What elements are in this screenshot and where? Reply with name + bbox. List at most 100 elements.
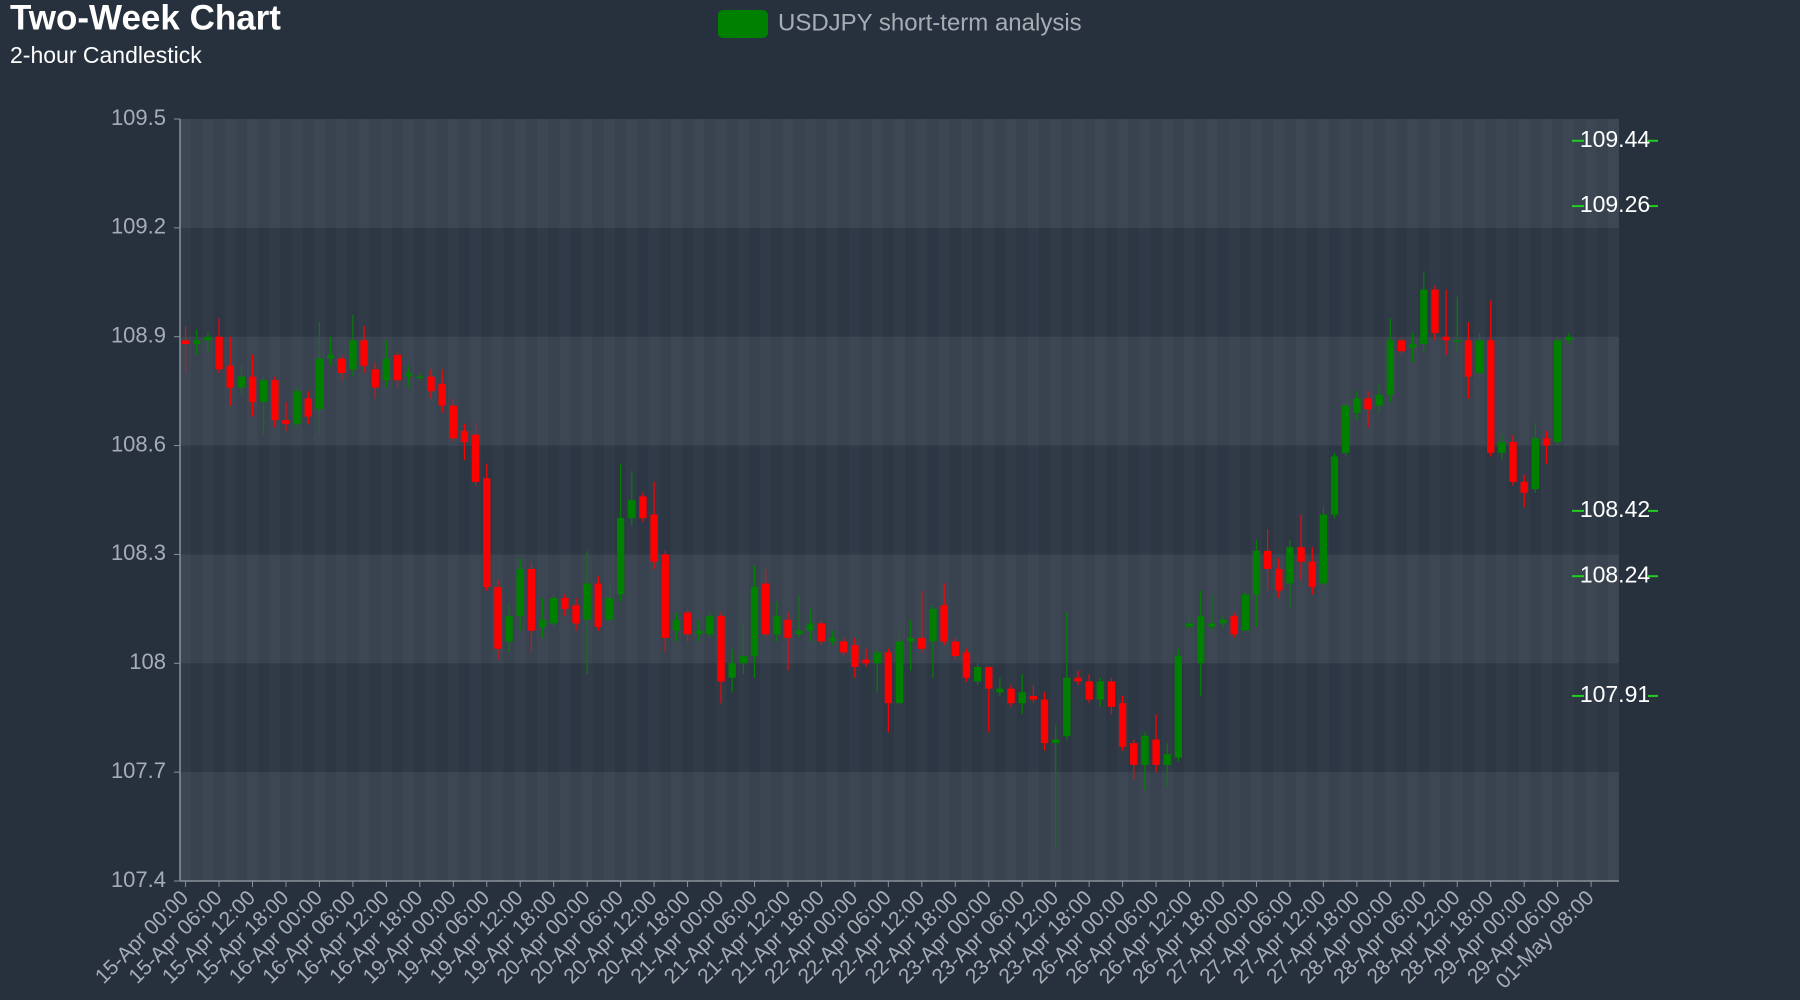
candle — [996, 677, 1004, 696]
candle-body — [1375, 394, 1383, 406]
candle — [795, 594, 803, 638]
candle — [1107, 677, 1116, 715]
candle — [1252, 539, 1261, 627]
candle-body — [1475, 340, 1484, 373]
candle — [1319, 507, 1328, 588]
column-band — [180, 119, 191, 881]
candle — [1063, 612, 1071, 740]
candle — [1498, 434, 1506, 461]
column-band — [1429, 119, 1440, 881]
column-band — [760, 119, 771, 881]
candle-body — [1353, 398, 1361, 413]
candle-body — [795, 630, 803, 635]
candle — [1286, 539, 1294, 609]
candle-body — [483, 478, 491, 588]
column-band — [1251, 119, 1262, 881]
column-band — [202, 119, 213, 881]
candle — [259, 376, 268, 435]
candle-body — [449, 405, 457, 439]
candle-body — [1040, 699, 1049, 744]
candle-body — [338, 358, 346, 373]
candle-body — [1074, 677, 1082, 682]
candle-body — [1141, 735, 1149, 765]
candle — [1453, 296, 1461, 352]
level-label: 108.24 — [1580, 561, 1651, 587]
candle — [1208, 594, 1216, 631]
candle-body — [1464, 340, 1473, 377]
candle — [538, 597, 547, 638]
candle-body — [226, 365, 234, 388]
level-label: 109.26 — [1580, 191, 1650, 217]
candle — [293, 387, 301, 428]
candle-body — [1487, 340, 1495, 453]
candle — [1141, 732, 1149, 791]
candle-body — [683, 612, 692, 635]
candle — [1464, 322, 1473, 399]
candle-body — [1308, 561, 1316, 588]
candle-body — [1420, 289, 1428, 344]
candle — [951, 637, 959, 660]
chart-title: Two-Week Chart — [10, 0, 281, 37]
candle-body — [1431, 289, 1439, 334]
candle-body — [840, 641, 848, 653]
candle-body — [304, 398, 312, 417]
candle-body — [1275, 568, 1283, 591]
candle — [360, 325, 368, 373]
legend-label: USDJPY short-term analysis — [778, 9, 1082, 36]
candle — [851, 637, 859, 678]
candle — [717, 612, 725, 704]
candle-body — [817, 623, 826, 642]
candle — [817, 619, 826, 646]
y-tick-label: 109.2 — [111, 214, 166, 239]
candle-body — [639, 496, 647, 519]
candle — [1353, 391, 1361, 421]
candle-body — [1063, 677, 1071, 736]
candle-body — [527, 568, 536, 631]
candle-body — [906, 637, 915, 642]
candle-body — [248, 376, 257, 403]
candle — [773, 601, 781, 642]
candle-body — [371, 369, 379, 388]
candle — [1197, 590, 1205, 696]
column-band — [782, 119, 793, 881]
candle-body — [1442, 336, 1450, 341]
candle — [895, 627, 904, 704]
column-band — [1407, 119, 1418, 881]
y-tick-label: 108 — [129, 649, 166, 674]
candle-body — [1509, 441, 1517, 482]
candle-body — [1152, 739, 1160, 765]
column-band — [1474, 119, 1485, 881]
candle-body — [884, 652, 893, 704]
candle-body — [1208, 623, 1216, 627]
candle — [349, 314, 357, 377]
candle — [828, 630, 837, 646]
candle-body — [616, 518, 625, 595]
candle — [181, 325, 190, 373]
candle-body — [951, 641, 959, 657]
candle — [1330, 452, 1339, 519]
grid-band — [180, 119, 1619, 228]
column-band — [247, 119, 258, 881]
candle-body — [438, 383, 446, 406]
candle-body — [1531, 438, 1540, 490]
candle-body — [271, 380, 279, 421]
y-tick-label: 108.3 — [111, 540, 166, 565]
column-band — [1005, 119, 1016, 881]
column-band — [1206, 119, 1217, 881]
candle-body — [1163, 754, 1171, 765]
candle — [706, 612, 714, 638]
candle-body — [1319, 514, 1328, 584]
column-band — [827, 119, 838, 881]
column-band — [604, 119, 615, 881]
column-band — [336, 119, 347, 881]
y-tick-label: 108.6 — [111, 431, 166, 456]
candle — [338, 354, 346, 381]
candle-body — [494, 587, 502, 649]
candle-body — [1286, 547, 1294, 584]
candle — [1520, 474, 1528, 508]
column-band — [1563, 119, 1574, 881]
candle-body — [237, 376, 246, 388]
column-band — [872, 119, 883, 881]
candle — [605, 587, 614, 624]
